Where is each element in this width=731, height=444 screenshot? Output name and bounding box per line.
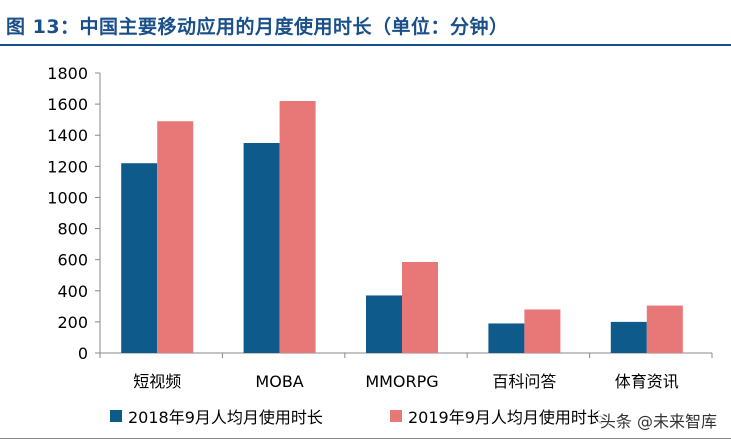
legend-swatch-2019	[390, 410, 402, 422]
x-category-label: 体育资讯	[615, 372, 679, 391]
legend: 2018年9月人均月使用时长 2019年9月人均月使用时长	[110, 404, 710, 430]
legend-label-2018: 2018年9月人均月使用时长	[128, 408, 323, 427]
x-category-label: 百科问答	[492, 372, 556, 391]
bar-2019-4	[646, 305, 683, 353]
bar-chart: 0 200 400 600 800 1000 1200 1400 1600 1800 短视频 MOB…	[47, 64, 713, 391]
y-tick-label: 0	[78, 344, 88, 363]
x-category-label: 短视频	[133, 372, 181, 391]
y-tick-label: 800	[57, 220, 88, 239]
x-category-label: MOBA	[255, 372, 303, 391]
legend-item-2019: 2019年9月人均月使用时长	[390, 404, 603, 428]
y-tick-label: 1400	[47, 126, 88, 145]
bar-2019-0	[157, 121, 194, 353]
bar-2019-2	[402, 262, 438, 353]
legend-swatch-2018	[110, 410, 122, 422]
legend-item-2018: 2018年9月人均月使用时长	[110, 404, 323, 428]
bar-2019-3	[524, 309, 561, 353]
title-underline	[0, 44, 731, 46]
bar-2018-4	[610, 321, 647, 353]
bar-2018-3	[488, 323, 525, 353]
x-category-label: MMORPG	[365, 372, 438, 391]
y-tick-label: 1800	[47, 64, 88, 83]
bar-2019-1	[279, 101, 316, 353]
y-tick-label: 600	[57, 251, 88, 270]
chart-title: 图 13：中国主要移动应用的月度使用时长（单位：分钟）	[6, 16, 509, 38]
y-tick-label: 1200	[47, 157, 88, 176]
y-tick-labels: 0 200 400 600 800 1000 1200 1400 1600 1800	[47, 64, 88, 363]
y-tick-label: 1600	[47, 95, 88, 114]
legend-label-2019: 2019年9月人均月使用时长	[408, 408, 603, 427]
x-category-labels: 短视频 MOBA MMORPG 百科问答 体育资讯	[133, 372, 679, 391]
bottom-rule	[0, 438, 731, 439]
bar-2018-0	[121, 163, 158, 353]
bar-2018-1	[243, 143, 280, 353]
watermark: 头条 @未来智库	[597, 408, 719, 432]
bar-2018-2	[366, 295, 402, 353]
bars	[121, 101, 683, 353]
y-tick-label: 400	[57, 282, 88, 301]
y-tick-label: 1000	[47, 188, 88, 207]
y-tick-label: 200	[57, 313, 88, 332]
